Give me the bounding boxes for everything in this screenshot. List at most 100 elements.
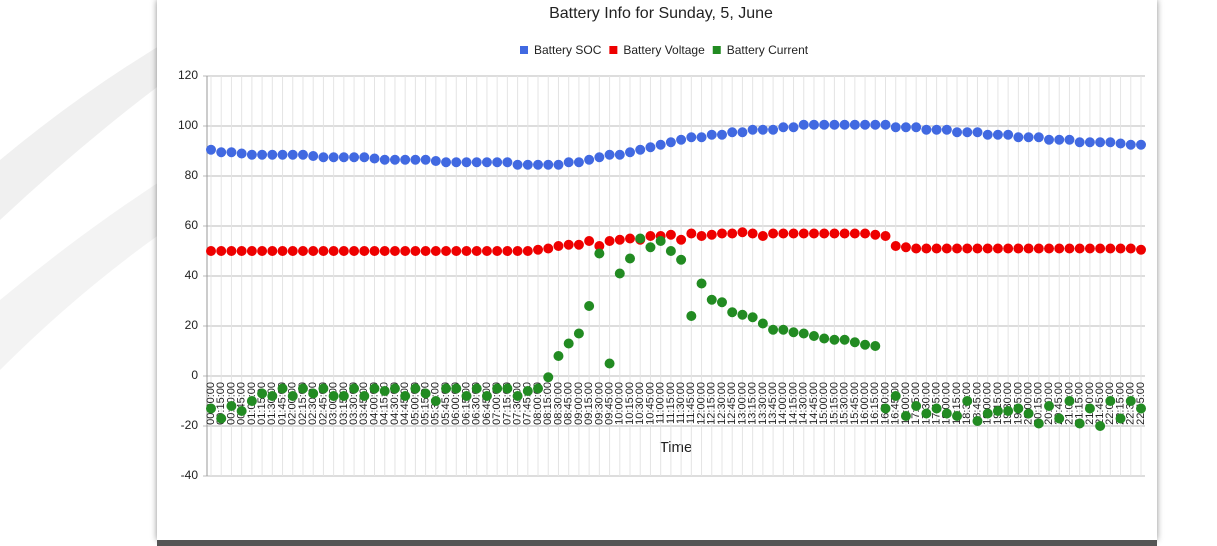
data-point: [931, 124, 942, 135]
x-tick-label: 07:15:00: [501, 382, 513, 425]
data-point: [614, 268, 625, 279]
data-point: [696, 278, 707, 289]
data-point: [839, 228, 850, 239]
data-point: [584, 154, 595, 165]
data-point: [246, 246, 257, 256]
data-point: [553, 159, 564, 170]
data-point: [747, 228, 758, 239]
x-tick-label: 12:00:00: [695, 382, 707, 425]
data-point: [573, 239, 584, 250]
data-point: [1115, 138, 1126, 149]
data-point: [604, 236, 615, 246]
x-tick-label: 08:30:00: [552, 382, 564, 425]
data-point: [768, 124, 779, 135]
data-point: [1074, 418, 1085, 429]
data-point: [860, 119, 871, 130]
data-point: [389, 246, 400, 256]
data-point: [737, 227, 748, 238]
data-point: [778, 228, 789, 239]
data-point: [1105, 243, 1116, 254]
data-point: [941, 408, 952, 419]
legend-label: Battery SOC: [534, 43, 602, 57]
data-point: [400, 154, 411, 165]
data-point: [839, 119, 850, 130]
data-point: [297, 246, 308, 256]
legend-label: Battery Current: [727, 43, 809, 57]
data-point: [706, 129, 717, 140]
data-point: [768, 324, 779, 335]
x-tick-label: 10:30:00: [634, 382, 646, 425]
data-point: [972, 416, 983, 426]
data-point: [1033, 243, 1044, 254]
data-point: [400, 391, 411, 401]
data-point: [430, 246, 441, 256]
data-point: [359, 246, 370, 256]
data-point: [573, 328, 584, 339]
data-point: [1136, 244, 1146, 255]
data-point: [277, 149, 288, 160]
data-point: [839, 334, 850, 345]
data-point: [604, 149, 615, 160]
x-tick-label: 08:45:00: [563, 382, 575, 425]
data-point: [277, 246, 288, 256]
data-point: [216, 246, 227, 256]
data-point: [992, 129, 1003, 140]
data-point: [962, 396, 973, 406]
data-point: [297, 383, 308, 394]
x-tick-label: 22:45:00: [1135, 382, 1147, 425]
data-point: [481, 391, 492, 401]
x-tick-label: 10:00:00: [614, 382, 626, 425]
x-tick-label: 18:45:00: [971, 382, 983, 425]
data-point: [870, 341, 881, 351]
data-point: [379, 154, 390, 165]
data-point: [655, 139, 666, 150]
data-point: [328, 391, 339, 401]
x-tick-label: 04:00:00: [368, 382, 380, 425]
data-point: [267, 391, 278, 401]
data-point: [492, 157, 503, 168]
data-point: [441, 246, 452, 256]
data-point: [911, 122, 922, 133]
data-point: [481, 246, 492, 256]
data-point: [206, 144, 216, 155]
data-point: [829, 334, 840, 345]
data-point: [308, 151, 319, 161]
data-point: [778, 122, 789, 133]
data-point: [921, 243, 932, 254]
data-point: [757, 318, 768, 329]
data-point: [246, 149, 257, 160]
data-point: [1064, 243, 1075, 254]
data-point: [318, 152, 329, 163]
data-point: [369, 153, 380, 164]
data-point: [982, 243, 993, 254]
data-point: [870, 119, 881, 130]
legend-swatch: [712, 46, 721, 54]
data-point: [461, 246, 472, 256]
data-point: [921, 124, 932, 135]
data-point: [941, 243, 952, 254]
x-tick-label: 14:30:00: [798, 382, 810, 425]
x-tick-label: 01:45:00: [276, 382, 288, 425]
data-point: [635, 233, 646, 244]
data-point: [1136, 403, 1146, 414]
data-point: [206, 403, 216, 414]
data-point: [992, 243, 1003, 254]
x-tick-label: 20:45:00: [1053, 382, 1065, 425]
x-tick-label: 08:00:00: [532, 382, 544, 425]
x-tick-label: 16:00:00: [859, 382, 871, 425]
data-point: [1054, 243, 1065, 254]
data-point: [798, 119, 809, 130]
data-point: [308, 388, 319, 399]
data-point: [1013, 132, 1024, 143]
x-tick-label: 22:15:00: [1114, 382, 1126, 425]
data-point: [287, 246, 298, 256]
data-point: [737, 127, 748, 138]
y-tick-label: -40: [181, 468, 199, 482]
data-point: [277, 383, 288, 394]
data-point: [625, 253, 636, 264]
data-point: [808, 331, 819, 341]
data-point: [287, 149, 298, 160]
x-tick-label: 04:30:00: [389, 382, 401, 425]
data-point: [819, 119, 830, 130]
data-point: [962, 127, 973, 138]
